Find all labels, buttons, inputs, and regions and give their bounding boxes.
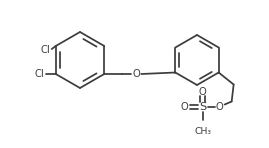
- Text: Cl: Cl: [34, 69, 44, 79]
- Text: O: O: [216, 102, 224, 111]
- Text: O: O: [132, 69, 140, 79]
- Text: O: O: [199, 86, 207, 96]
- Text: O: O: [181, 102, 189, 111]
- Text: CH₃: CH₃: [194, 127, 211, 136]
- Text: S: S: [199, 102, 206, 111]
- Text: Cl: Cl: [40, 45, 50, 55]
